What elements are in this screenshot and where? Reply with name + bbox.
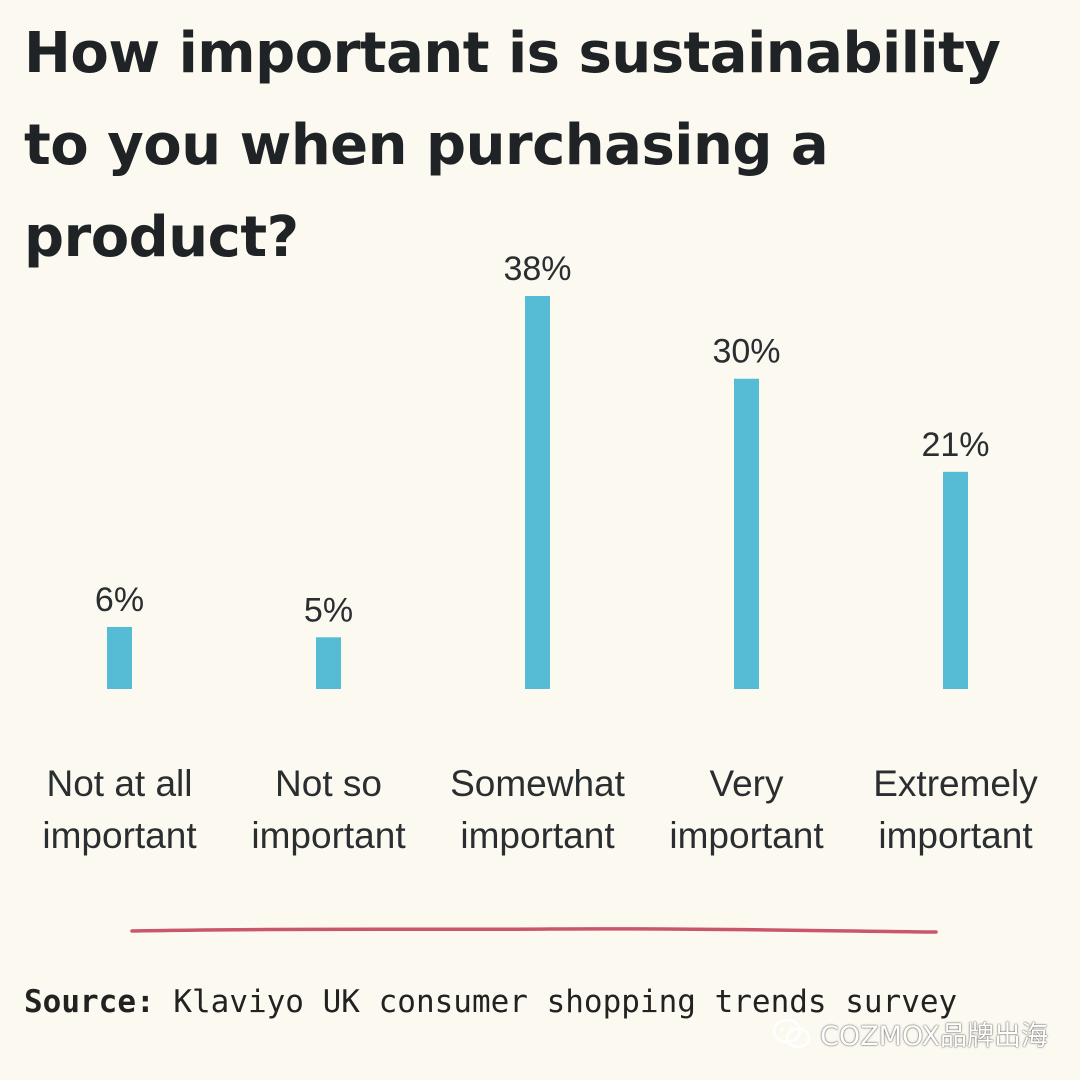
bar-1 xyxy=(107,626,132,689)
bar-4 xyxy=(734,378,759,689)
value-label-1: 6% xyxy=(95,581,144,619)
chart-title: How important is sustainability to you w… xyxy=(24,21,1001,270)
value-label-3: 38% xyxy=(503,250,571,288)
category-label-1: Not at all important xyxy=(42,763,197,856)
bar-2 xyxy=(316,637,341,689)
category-label-5: Extremely important xyxy=(873,763,1038,856)
category-label-3: Somewhat important xyxy=(450,763,626,856)
value-label-5: 21% xyxy=(921,426,989,464)
category-label-2: Not so important xyxy=(251,763,406,856)
watermark-text: COZMOX品牌出海 xyxy=(820,1021,1048,1052)
value-label-2: 5% xyxy=(304,591,353,629)
watermark: COZMOX品牌出海 xyxy=(772,1014,1048,1053)
source-text: Klaviyo UK consumer shopping trends surv… xyxy=(173,984,958,1020)
source-note: Source: Klaviyo UK consumer shopping tre… xyxy=(24,980,957,1024)
value-label-4: 30% xyxy=(712,333,780,371)
divider-line xyxy=(130,927,938,934)
source-label: Source: xyxy=(24,984,155,1020)
bar-chart: 6% Not at all important 5% Not so important 38… xyxy=(42,250,1038,856)
wechat-icon xyxy=(772,1018,811,1048)
bar-3 xyxy=(525,296,550,689)
category-label-4: Very important xyxy=(669,763,824,856)
bar-5 xyxy=(943,471,968,689)
